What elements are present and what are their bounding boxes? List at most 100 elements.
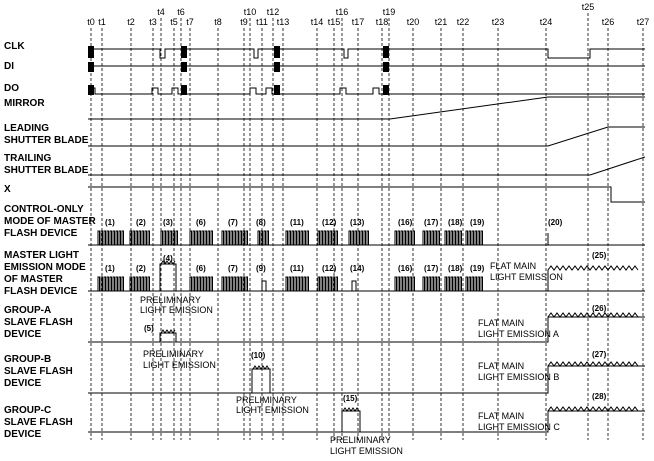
- flat-main-label-2: LIGHT EMISSION: [490, 272, 563, 282]
- time-label-t15: t15: [328, 17, 341, 27]
- group-b-zigzag: [547, 361, 639, 367]
- label-trailing-1: TRAILING: [4, 153, 51, 164]
- label-group-c-3: DEVICE: [4, 429, 42, 440]
- control-pulse-train-4: [189, 230, 214, 246]
- time-label-t14: t14: [311, 17, 324, 27]
- flat-main-label-1: FLAT MAIN: [490, 261, 536, 271]
- master-label-2: (2): [136, 264, 146, 273]
- mirror-wave: [88, 96, 645, 120]
- time-label-t22: t22: [457, 17, 470, 27]
- control-label-12: (18): [448, 218, 463, 227]
- master-label-9: (14): [350, 264, 365, 273]
- master-label-13: (19): [470, 264, 485, 273]
- label-group-c-2: SLAVE FLASH: [4, 417, 73, 428]
- clk-burst-2: [181, 46, 187, 58]
- clk-burst-4: [383, 46, 389, 58]
- di-burst-2: [181, 62, 187, 72]
- label-group-c-1: GROUP-C: [4, 405, 51, 416]
- label-leading-2: SHUTTER BLADE: [4, 135, 89, 146]
- flat-a-2: LIGHT EMISSION A: [478, 329, 559, 339]
- prelim-c-1: PRELIMINARY: [330, 435, 391, 445]
- master-preliminary-4: [159, 263, 177, 291]
- label-trailing-2: SHUTTER BLADE: [4, 165, 89, 176]
- do-burst-1: [88, 85, 94, 95]
- time-label-t8: t8: [214, 17, 222, 27]
- master-label-4: (6): [196, 264, 206, 273]
- flat-b-1: FLAT MAIN: [478, 361, 524, 371]
- label-leading-1: LEADING: [4, 123, 49, 134]
- flat-b-2: LIGHT EMISSION B: [478, 372, 559, 382]
- time-label-t4: t4: [157, 7, 165, 17]
- label-group-a-1: GROUP-A: [4, 305, 51, 316]
- flat-c-1: FLAT MAIN: [478, 411, 524, 421]
- master-label-5: (7): [228, 264, 238, 273]
- control-label-5: (7): [228, 218, 238, 227]
- time-label-t1: t1: [98, 17, 106, 27]
- time-label-t7: t7: [186, 17, 194, 27]
- control-only-labels: (1) (2) (3) (6) (7) (8) (11) (12) (13) (16) (17) (1…: [105, 218, 563, 227]
- time-label-t23: t23: [492, 17, 505, 27]
- master-pulse-train-7: [394, 276, 416, 292]
- flat-c-2: LIGHT EMISSION C: [478, 422, 560, 432]
- group-a-preliminary-wiggle: [160, 329, 176, 334]
- group-c-preliminary-pulse: [341, 410, 361, 432]
- label-di: DI: [4, 61, 14, 72]
- master-flat-zigzag: [547, 265, 639, 291]
- group-b-preliminary-wiggle: [252, 365, 270, 370]
- time-label-t3: t3: [149, 17, 157, 27]
- label-28: (28): [592, 392, 607, 401]
- time-label-t26: t26: [602, 17, 615, 27]
- time-label-t6: t6: [177, 7, 185, 17]
- control-pulse-train-7: [285, 230, 310, 246]
- master-pulse-train-8: [422, 276, 441, 292]
- label-10: (10): [251, 351, 266, 360]
- control-pulse-train-1: [97, 230, 125, 246]
- time-label-t25: t25: [582, 2, 595, 12]
- label-control-3: FLASH DEVICE: [4, 228, 78, 239]
- control-label-9: (13): [350, 218, 365, 227]
- master-label-6: (9): [256, 264, 266, 273]
- time-label-t27: t27: [637, 17, 650, 27]
- prelim-b-2: LIGHT EMISSION: [236, 405, 309, 415]
- do-wave: [88, 87, 645, 95]
- time-label-t5: t5: [170, 17, 178, 27]
- label-15: (15): [343, 394, 358, 403]
- master-pulse-train-4: [221, 276, 249, 292]
- control-label-8: (12): [322, 218, 337, 227]
- time-label-t17: t17: [352, 17, 365, 27]
- label-master-3: OF MASTER: [4, 274, 64, 285]
- time-label-t13: t13: [277, 17, 290, 27]
- leading-wave: [88, 126, 645, 147]
- label-group-a-2: SLAVE FLASH: [4, 317, 73, 328]
- control-pulse-train-8: [317, 230, 339, 246]
- master-label-3: (4): [163, 254, 173, 263]
- master-pulse-train-3: [189, 276, 214, 292]
- flat-a-1: FLAT MAIN: [478, 318, 524, 328]
- time-label-t16: t16: [336, 7, 349, 17]
- control-label-11: (17): [424, 218, 439, 227]
- master-labels: (1) (2) (4) (6) (7) (9) (11) (12) (14) (16) (17) (1…: [105, 251, 607, 273]
- clk-wave: [88, 48, 645, 59]
- di-burst-1: [88, 62, 94, 72]
- do-burst-3: [274, 85, 280, 95]
- clk-burst-3: [274, 46, 280, 58]
- control-label-4: (6): [196, 218, 206, 227]
- time-label-t18: t18: [376, 17, 389, 27]
- do-burst-4: [383, 85, 389, 95]
- master-pulse-14: [351, 280, 357, 291]
- master-label-10: (16): [398, 264, 413, 273]
- group-a-preliminary-pulse: [159, 332, 177, 342]
- label-x: X: [4, 184, 11, 195]
- prelim-b-1: PRELIMINARY: [236, 395, 297, 405]
- prelim-c-2: LIGHT EMISSION: [330, 446, 403, 456]
- label-control-2: MODE OF MASTER: [4, 216, 96, 227]
- prelim-a-below-2: LIGHT EMISSION: [143, 360, 216, 370]
- time-label-t24: t24: [540, 17, 553, 27]
- label-group-b-3: DEVICE: [4, 378, 42, 389]
- label-group-b-2: SLAVE FLASH: [4, 366, 73, 377]
- master-label-12: (18): [448, 264, 463, 273]
- control-label-1: (1): [105, 218, 115, 227]
- label-group-a-3: DEVICE: [4, 329, 42, 340]
- clk-burst-1: [88, 46, 94, 58]
- master-label-7: (11): [290, 264, 304, 273]
